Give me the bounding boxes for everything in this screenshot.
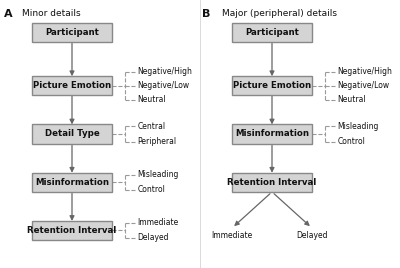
FancyBboxPatch shape (32, 124, 112, 144)
Text: Detail Type: Detail Type (45, 129, 99, 139)
Text: Participant: Participant (45, 28, 99, 37)
FancyBboxPatch shape (232, 23, 312, 42)
FancyBboxPatch shape (232, 124, 312, 144)
Text: Negative/High: Negative/High (337, 67, 392, 76)
Text: Neutral: Neutral (137, 95, 166, 104)
Text: Misinformation: Misinformation (35, 178, 109, 187)
Text: A: A (4, 9, 13, 19)
Text: Delayed: Delayed (296, 231, 328, 240)
Text: Picture Emotion: Picture Emotion (33, 81, 111, 90)
Text: Misleading: Misleading (337, 122, 378, 131)
Text: Neutral: Neutral (337, 95, 366, 104)
Text: Retention Interval: Retention Interval (27, 226, 117, 235)
Text: Retention Interval: Retention Interval (227, 178, 317, 187)
Text: Negative/Low: Negative/Low (337, 81, 389, 90)
FancyBboxPatch shape (32, 173, 112, 192)
FancyBboxPatch shape (32, 221, 112, 240)
FancyBboxPatch shape (32, 76, 112, 95)
Text: Participant: Participant (245, 28, 299, 37)
Text: Major (peripheral) details: Major (peripheral) details (222, 9, 337, 18)
Text: Control: Control (137, 185, 165, 194)
Text: Picture Emotion: Picture Emotion (233, 81, 311, 90)
Text: Misinformation: Misinformation (235, 129, 309, 139)
FancyBboxPatch shape (232, 173, 312, 192)
Text: Negative/High: Negative/High (137, 67, 192, 76)
Text: Minor details: Minor details (22, 9, 81, 18)
Text: Immediate: Immediate (137, 218, 178, 228)
Text: Immediate: Immediate (211, 231, 253, 240)
Text: Delayed: Delayed (137, 233, 169, 243)
Text: B: B (202, 9, 210, 19)
Text: Peripheral: Peripheral (137, 137, 176, 146)
Text: Misleading: Misleading (137, 170, 178, 179)
Text: Central: Central (137, 122, 165, 131)
FancyBboxPatch shape (32, 23, 112, 42)
Text: Negative/Low: Negative/Low (137, 81, 189, 90)
Text: Control: Control (337, 137, 365, 146)
FancyBboxPatch shape (232, 76, 312, 95)
